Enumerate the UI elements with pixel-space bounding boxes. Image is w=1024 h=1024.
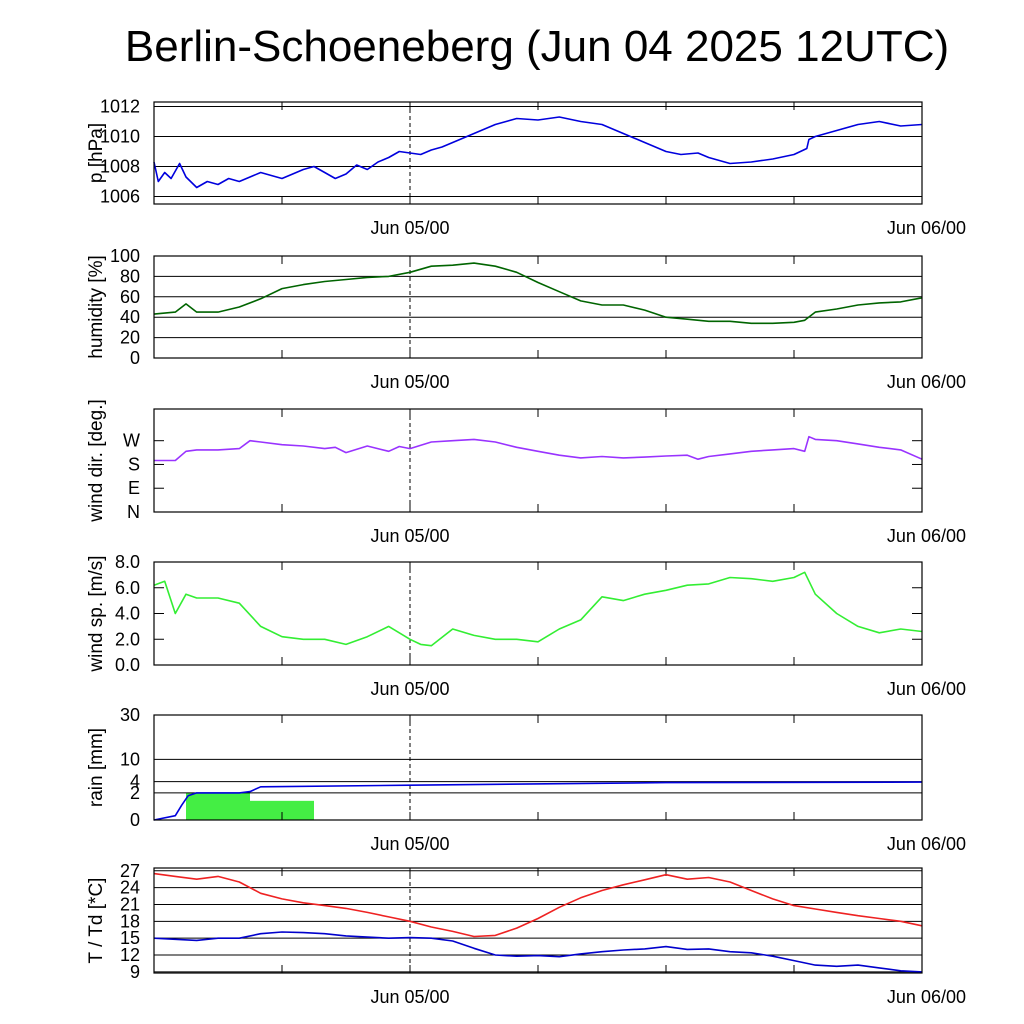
series-line-1	[153, 262, 923, 325]
y-axis-title: rain [mm]	[86, 728, 107, 807]
y-axis-title: p [hPa]	[86, 123, 107, 183]
ytick-label: 4	[130, 772, 140, 792]
ytick-label: N	[127, 502, 140, 522]
series-line-1	[153, 571, 923, 647]
ytick-label: 100	[110, 246, 140, 266]
ytick-label: 21	[120, 894, 140, 914]
series-line-1	[153, 781, 923, 821]
ytick-label: 4.0	[115, 604, 140, 624]
y-axis-title: wind sp. [m/s]	[86, 555, 107, 672]
x-tick-label: Jun 06/00	[887, 987, 966, 1007]
x-tick-label: Jun 06/00	[887, 372, 966, 392]
ytick-label: 9	[130, 962, 140, 982]
ytick-label: 60	[120, 287, 140, 307]
ytick-label: 20	[120, 328, 140, 348]
ytick-label: W	[123, 431, 140, 451]
plot-frame	[153, 101, 923, 205]
series-line-1	[153, 872, 923, 938]
series-line-2	[153, 931, 923, 973]
ytick-label: 80	[120, 266, 140, 286]
y-axis-title: humidity [%]	[86, 255, 107, 358]
ytick-label: 2.0	[115, 629, 140, 649]
plot-frame	[153, 255, 923, 359]
ytick-label: E	[128, 478, 140, 498]
ytick-label: 12	[120, 945, 140, 965]
ytick-label: 15	[120, 928, 140, 948]
ytick-label: 6.0	[115, 578, 140, 598]
ytick-label: 0	[130, 810, 140, 830]
ytick-label: 1006	[100, 187, 140, 207]
ytick-label: S	[128, 454, 140, 474]
x-tick-label: Jun 06/00	[887, 679, 966, 699]
ytick-label: 18	[120, 911, 140, 931]
ytick-label: 30	[120, 705, 140, 725]
x-tick-label: Jun 05/00	[370, 372, 449, 392]
ytick-label: 8.0	[115, 552, 140, 572]
series-line-1	[154, 435, 923, 462]
panel-wind-speed: 0.0 2.0 4.0 6.0 8.0 wind sp. [m/s] Jun 05/00 Ju…	[86, 552, 966, 699]
x-tick-label: Jun 06/00	[887, 526, 966, 546]
x-tick-label: Jun 05/00	[370, 834, 449, 854]
x-tick-label: Jun 05/00	[370, 679, 449, 699]
ytick-label: 40	[120, 307, 140, 327]
ytick-label: 2	[130, 783, 140, 803]
x-tick-label: Jun 06/00	[887, 834, 966, 854]
x-tick-label: Jun 05/00	[370, 526, 449, 546]
ytick-label: 27	[120, 861, 140, 881]
panel-rain: 0 24 10 30 rain [mm] Jun 05/00 Jun 06/00	[86, 705, 966, 854]
ytick-label: 24	[120, 878, 140, 898]
ytick-label: 1008	[100, 157, 140, 177]
rain-bar-2	[250, 800, 314, 820]
series-line-1	[153, 116, 923, 189]
x-tick-label: Jun 05/00	[370, 218, 449, 238]
rain-bar-1	[186, 792, 250, 820]
plot-frame	[153, 408, 923, 513]
ytick-label: 1010	[100, 127, 140, 147]
y-axis-title: wind dir. [deg.]	[86, 399, 107, 523]
chart-title: Berlin-Schoeneberg (Jun 04 2025 12UTC)	[124, 22, 950, 71]
plot-frame	[153, 714, 923, 821]
y-axis-title: T / Td [*C]	[86, 878, 107, 964]
plot-frame	[153, 561, 923, 666]
x-tick-label: Jun 06/00	[887, 218, 966, 238]
x-tick-label: Jun 05/00	[370, 987, 449, 1007]
ytick-label: 0.0	[115, 655, 140, 675]
ytick-label: 0	[130, 348, 140, 368]
ytick-label: 1012	[100, 97, 140, 117]
ytick-label: 10	[120, 749, 140, 769]
panel-pressure: 1006 1008 1010 1012 p [hPa] Jun 05/00 Jun 06/0…	[86, 97, 966, 239]
plot-frame	[153, 867, 923, 974]
